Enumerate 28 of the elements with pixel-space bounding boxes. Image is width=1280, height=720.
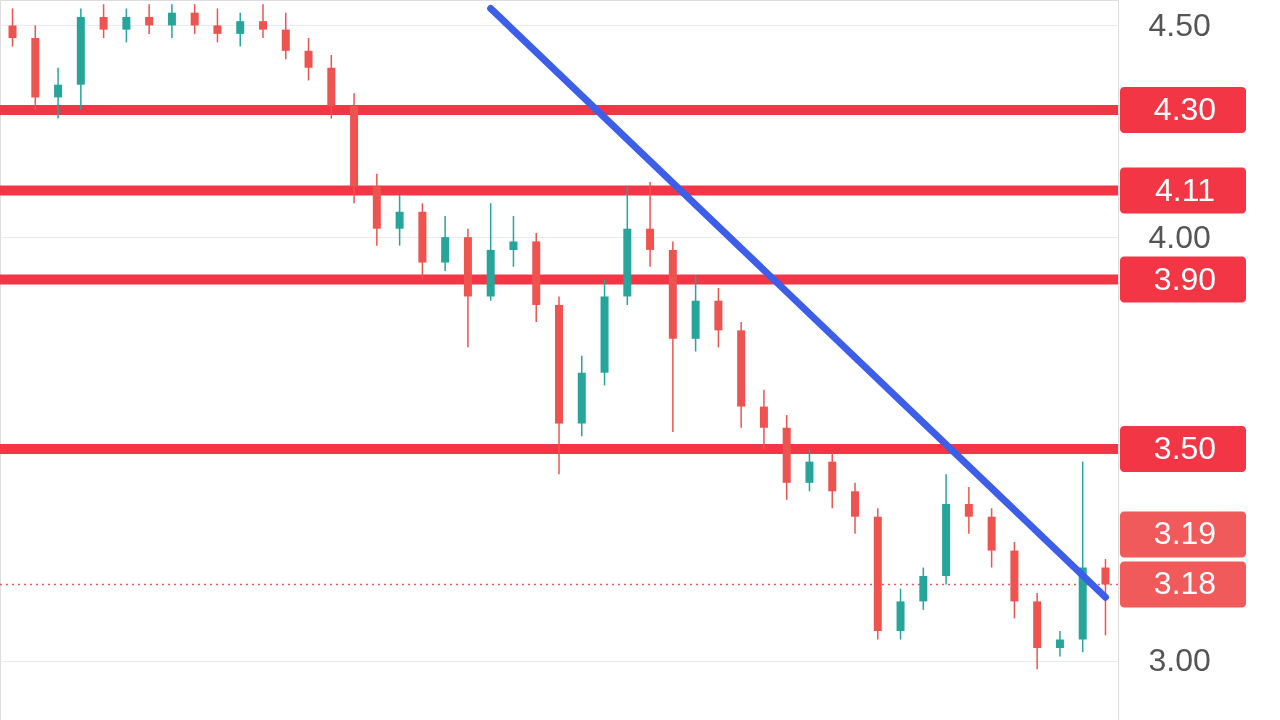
candlestick [304,37,313,82]
ref-line-label: 3.50 [1153,429,1217,466]
candlestick [964,486,973,535]
candlestick [236,11,245,48]
candlestick [509,215,518,268]
candlestick [213,7,222,44]
candlestick [190,3,199,35]
candlestick [258,3,267,39]
candlestick [646,181,655,268]
candlestick [167,3,176,39]
ref-line-label: 4.30 [1153,91,1217,128]
ref-line-label: 3.18 [1153,565,1217,602]
candlestick [8,7,17,48]
candlestick [54,67,63,120]
candlestick [805,448,814,493]
y-tick-label: 4.50 [1148,6,1211,43]
ref-line-label: 4.11 [1155,171,1215,208]
candlestick [395,194,404,247]
y-tick-label: 4.00 [1148,218,1211,255]
text: 3.19 [1153,515,1217,552]
candlestick [759,388,768,450]
ref-line-label: 3.90 [1153,260,1217,297]
candlestick [1055,630,1064,658]
candlestick [122,7,131,44]
candlestick [281,11,290,61]
candlestick [145,3,154,35]
candlestick [99,3,108,39]
y-tick-label: 3.00 [1148,642,1211,679]
